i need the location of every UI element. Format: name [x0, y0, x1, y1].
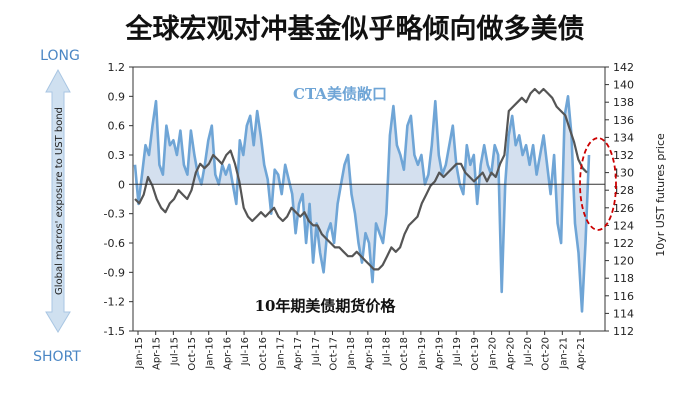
right-tick-label: 116	[613, 290, 634, 303]
chart-title: 全球宏观对冲基金似乎略倾向做多美债	[125, 13, 585, 45]
x-tick-label: Jan-21	[558, 337, 569, 370]
left-tick-label: 0.6	[108, 120, 126, 133]
right-tick-label: 118	[613, 272, 634, 285]
x-tick-label: Jan-17	[275, 337, 286, 370]
x-tick-label: Apr-16	[222, 337, 233, 370]
short-label: SHORT	[33, 349, 81, 365]
x-tick-label: Jul-15	[169, 337, 180, 366]
x-tick-label: Apr-20	[505, 337, 516, 370]
right-tick-label: 130	[613, 167, 634, 180]
x-tick-label: Apr-17	[293, 337, 304, 370]
x-tick-label: Jan-18	[346, 337, 357, 370]
x-tick-label: Apr-21	[576, 337, 587, 370]
right-tick-label: 122	[613, 237, 634, 250]
x-tick-label: Jul-17	[311, 337, 322, 366]
long-short-arrow	[45, 68, 71, 333]
right-tick-label: 134	[613, 131, 634, 144]
x-tick-label: Jan-19	[417, 337, 428, 370]
price-series-label: 10年期美债期货价格	[255, 297, 397, 315]
cta-exposure-line	[133, 95, 591, 313]
left-tick-label: 0.3	[108, 149, 126, 162]
x-tick-label: Oct-18	[399, 337, 410, 371]
right-tick-label: 128	[613, 184, 634, 197]
x-tick-label: Oct-17	[328, 337, 339, 371]
cta-exposure-area	[135, 96, 589, 312]
left-tick-label: -1.2	[104, 296, 125, 309]
left-tick-label: -0.9	[104, 266, 125, 279]
x-tick-label: Jul-16	[240, 337, 251, 366]
x-tick-label: Jul-18	[382, 337, 393, 366]
x-tick-label: Oct-20	[541, 337, 552, 371]
x-tick-label: Jul-19	[452, 337, 463, 366]
highlight-ellipse	[579, 137, 617, 231]
left-tick-label: 0	[118, 178, 125, 191]
x-tick-label: Jul-20	[523, 337, 534, 366]
right-tick-label: 112	[613, 325, 634, 338]
x-tick-label: Oct-19	[470, 337, 481, 371]
left-tick-label: -0.6	[104, 237, 125, 250]
cta-series-label: CTA美债敞口	[293, 85, 387, 103]
right-tick-label: 136	[613, 114, 634, 127]
x-tick-label: Jan-16	[205, 337, 216, 370]
x-tick-label: Oct-15	[187, 337, 198, 371]
x-tick-label: Jan-20	[488, 337, 499, 370]
left-tick-label: -0.3	[104, 208, 125, 221]
right-tick-label: 114	[613, 307, 634, 320]
right-tick-label: 140	[613, 79, 634, 92]
x-tick-label: Oct-16	[258, 337, 269, 371]
left-tick-label: -1.5	[104, 325, 125, 338]
left-tick-label: 1.2	[108, 61, 126, 74]
left-tick-label: 0.9	[108, 90, 126, 103]
right-axis-label: 10yr UST futures price	[654, 133, 667, 257]
right-tick-label: 132	[613, 149, 634, 162]
long-label: LONG	[40, 48, 80, 64]
right-tick-label: 142	[613, 61, 634, 74]
x-tick-label: Apr-15	[152, 337, 163, 370]
right-tick-label: 120	[613, 255, 634, 268]
x-tick-label: Apr-18	[364, 337, 375, 370]
right-tick-label: 126	[613, 202, 634, 215]
x-tick-label: Apr-19	[435, 337, 446, 370]
ust-futures-price-line	[134, 87, 588, 271]
x-tick-label: Jan-15	[134, 337, 145, 370]
right-tick-label: 124	[613, 219, 634, 232]
right-tick-label: 138	[613, 96, 634, 109]
left-axis-label: Global macros' exposure to UST bond	[54, 107, 65, 295]
plot-area	[132, 66, 606, 332]
